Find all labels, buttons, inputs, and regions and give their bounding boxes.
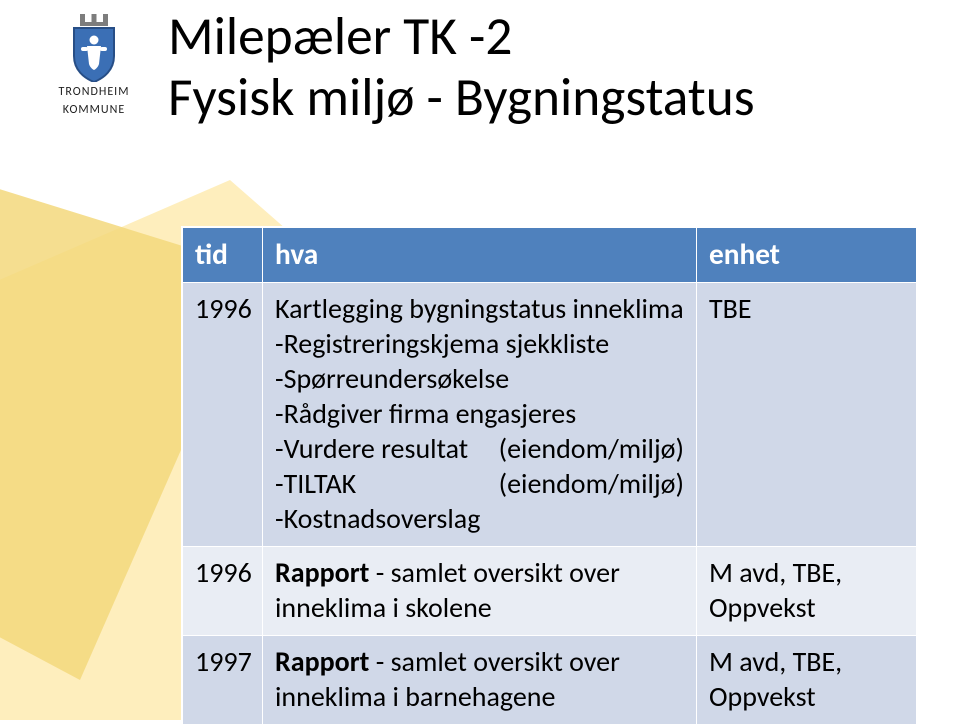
hva-line: inneklima i skolene bbox=[275, 590, 684, 625]
hva-line: Kartlegging bygningstatus inneklima bbox=[275, 291, 684, 326]
page-title: Milepæler TK -2 Fysisk miljø - Bygningst… bbox=[168, 6, 755, 129]
table-row: 1996 Rapport - samlet oversikt over inne… bbox=[183, 547, 917, 636]
title-line-1: Milepæler TK -2 bbox=[168, 6, 755, 67]
milestones-table: tid hva enhet 1996 Kartlegging bygningst… bbox=[181, 226, 915, 726]
hva-line: Rapport - samlet oversikt over bbox=[275, 644, 684, 679]
org-logo: TRONDHEIM KOMMUNE bbox=[34, 12, 154, 118]
hva-line: -Kostnadsoverslag bbox=[275, 501, 684, 536]
table-header-row: tid hva enhet bbox=[183, 228, 917, 283]
logo-text-line1: TRONDHEIM bbox=[34, 86, 154, 100]
cell-enhet: M avd, TBE, Oppvekst bbox=[697, 547, 917, 636]
hva-line: -Spørreundersøkelse bbox=[275, 361, 684, 396]
hva-kv: -Vurdere resultat (eiendom/miljø) bbox=[275, 431, 684, 466]
cell-hva: Kartlegging bygningstatus inneklima -Reg… bbox=[263, 283, 697, 547]
col-enhet: enhet bbox=[697, 228, 917, 283]
table-row: 1996 Kartlegging bygningstatus inneklima… bbox=[183, 283, 917, 547]
cell-hva: Rapport - samlet oversikt over inneklima… bbox=[263, 636, 697, 725]
table-row: 1997 Rapport - samlet oversikt over inne… bbox=[183, 636, 917, 725]
col-tid: tid bbox=[183, 228, 263, 283]
hva-line: -Registreringskjema sjekkliste bbox=[275, 326, 684, 361]
crown-icon bbox=[80, 14, 108, 26]
title-line-2: Fysisk miljø - Bygningstatus bbox=[168, 67, 755, 128]
hva-line: Rapport - samlet oversikt over bbox=[275, 555, 684, 590]
cell-tid: 1997 bbox=[183, 636, 263, 725]
cell-tid: 1996 bbox=[183, 283, 263, 547]
cell-enhet: TBE bbox=[697, 283, 917, 547]
hva-line: inneklima i barnehagene bbox=[275, 679, 684, 714]
cell-enhet: M avd, TBE, Oppvekst bbox=[697, 636, 917, 725]
hva-kv: -TILTAK (eiendom/miljø) bbox=[275, 466, 684, 501]
shield-icon bbox=[66, 12, 122, 82]
logo-text-line2: KOMMUNE bbox=[34, 104, 154, 118]
col-hva: hva bbox=[263, 228, 697, 283]
cell-hva: Rapport - samlet oversikt over inneklima… bbox=[263, 547, 697, 636]
cell-tid: 1996 bbox=[183, 547, 263, 636]
hva-line: -Rådgiver firma engasjeres bbox=[275, 396, 684, 431]
